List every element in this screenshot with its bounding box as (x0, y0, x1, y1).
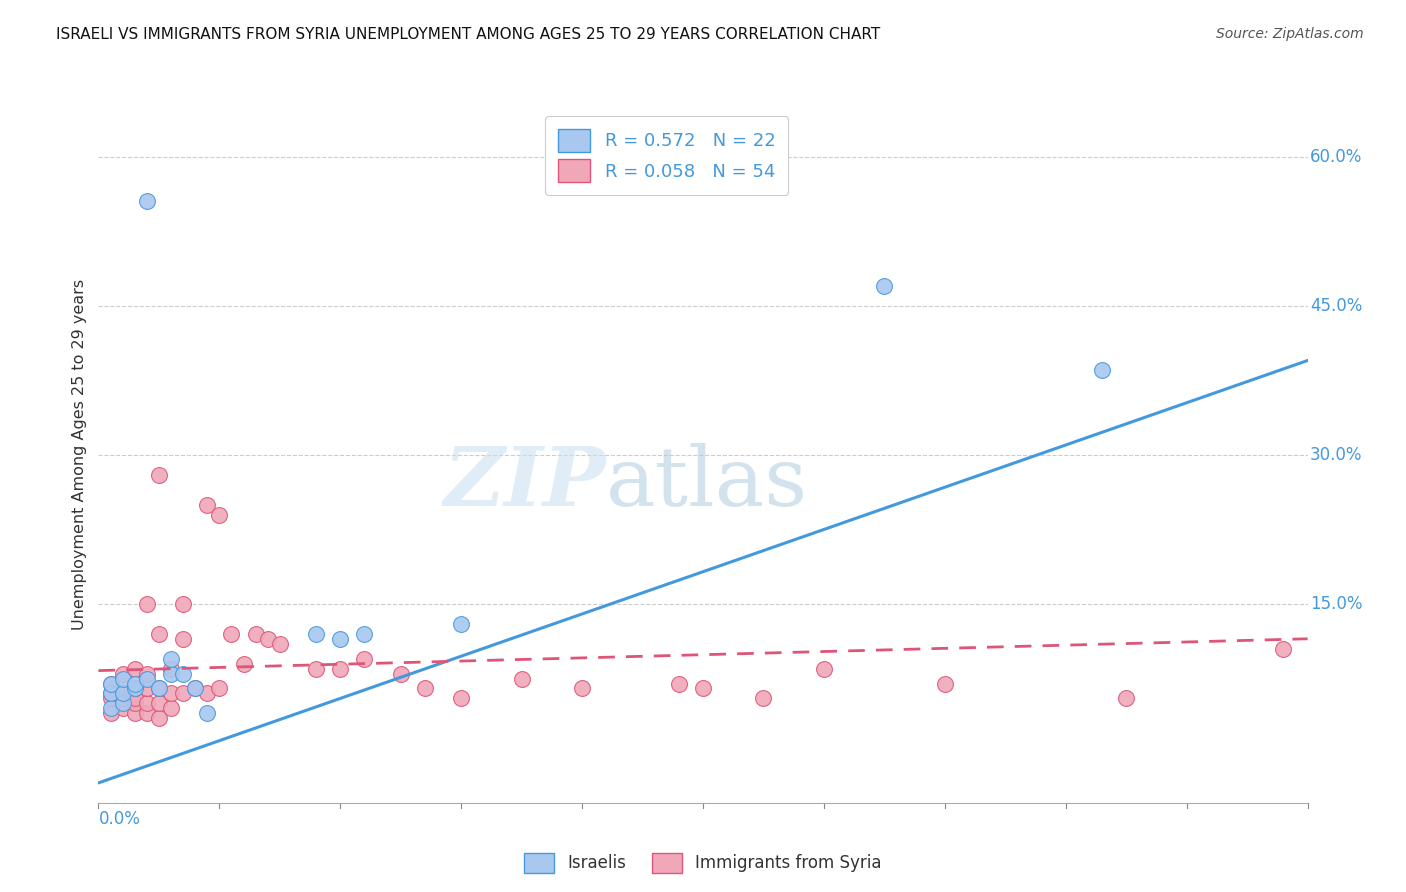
Y-axis label: Unemployment Among Ages 25 to 29 years: Unemployment Among Ages 25 to 29 years (72, 279, 87, 631)
Point (135, 666, 157, 681)
Point (100, 691, 122, 706)
Point (208, 508, 231, 522)
Point (148, 681, 170, 696)
Point (124, 691, 146, 706)
Point (329, 632, 352, 646)
Point (111, 697, 134, 711)
Point (195, 706, 218, 721)
Point (305, 627, 328, 641)
Point (148, 681, 170, 696)
Text: Source: ZipAtlas.com: Source: ZipAtlas.com (1216, 27, 1364, 41)
Point (100, 676, 122, 690)
Point (111, 666, 134, 681)
Point (450, 691, 472, 706)
Point (100, 676, 122, 690)
Point (172, 666, 194, 681)
Point (124, 681, 146, 696)
Point (692, 681, 714, 696)
Point (148, 711, 170, 725)
Point (124, 706, 146, 721)
Point (172, 632, 194, 646)
Point (160, 662, 183, 676)
Point (124, 681, 146, 696)
Point (571, 681, 593, 696)
Point (135, 597, 157, 611)
Point (160, 651, 183, 665)
Point (100, 686, 122, 700)
Point (1272, 641, 1295, 656)
Point (172, 597, 194, 611)
Point (100, 701, 122, 715)
Point (148, 627, 170, 641)
Point (195, 498, 218, 512)
Point (256, 632, 278, 646)
Point (100, 706, 122, 721)
Text: 30.0%: 30.0% (1310, 446, 1362, 464)
Point (100, 686, 122, 700)
Point (111, 672, 134, 686)
Point (221, 627, 243, 641)
Point (413, 681, 436, 696)
Text: ZIP: ZIP (444, 442, 606, 523)
Point (305, 662, 328, 676)
Point (135, 697, 157, 711)
Point (232, 657, 254, 671)
Point (353, 627, 375, 641)
Point (111, 686, 134, 700)
Point (195, 686, 218, 700)
Point (124, 662, 146, 676)
Point (389, 666, 412, 681)
Text: atlas: atlas (606, 442, 808, 523)
Point (245, 627, 267, 641)
Point (124, 697, 146, 711)
Point (184, 681, 207, 696)
Point (208, 681, 231, 696)
Point (135, 672, 157, 686)
Text: 45.0%: 45.0% (1310, 297, 1362, 315)
Text: 15.0%: 15.0% (1310, 595, 1362, 613)
Point (873, 279, 896, 293)
Point (329, 662, 352, 676)
Point (160, 666, 183, 681)
Point (135, 706, 157, 721)
Point (184, 681, 207, 696)
Point (668, 676, 690, 690)
Point (934, 676, 956, 690)
Point (148, 467, 170, 482)
Legend: R = 0.572   N = 22, R = 0.058   N = 54: R = 0.572 N = 22, R = 0.058 N = 54 (546, 116, 789, 195)
Text: ISRAELI VS IMMIGRANTS FROM SYRIA UNEMPLOYMENT AMONG AGES 25 TO 29 YEARS CORRELAT: ISRAELI VS IMMIGRANTS FROM SYRIA UNEMPLO… (56, 27, 880, 42)
Point (1115, 691, 1137, 706)
Point (111, 686, 134, 700)
Point (111, 701, 134, 715)
Point (1091, 363, 1114, 377)
Point (353, 651, 375, 665)
Point (160, 701, 183, 715)
Point (111, 691, 134, 706)
Point (450, 616, 472, 631)
Point (172, 686, 194, 700)
Point (160, 686, 183, 700)
Point (148, 697, 170, 711)
Point (752, 691, 775, 706)
Point (135, 194, 157, 209)
Point (124, 676, 146, 690)
Point (135, 681, 157, 696)
Point (813, 662, 835, 676)
Point (269, 637, 291, 651)
Legend: Israelis, Immigrants from Syria: Israelis, Immigrants from Syria (517, 847, 889, 880)
Text: 60.0%: 60.0% (1310, 148, 1362, 166)
Point (510, 672, 533, 686)
Text: 0.0%: 0.0% (98, 810, 141, 828)
